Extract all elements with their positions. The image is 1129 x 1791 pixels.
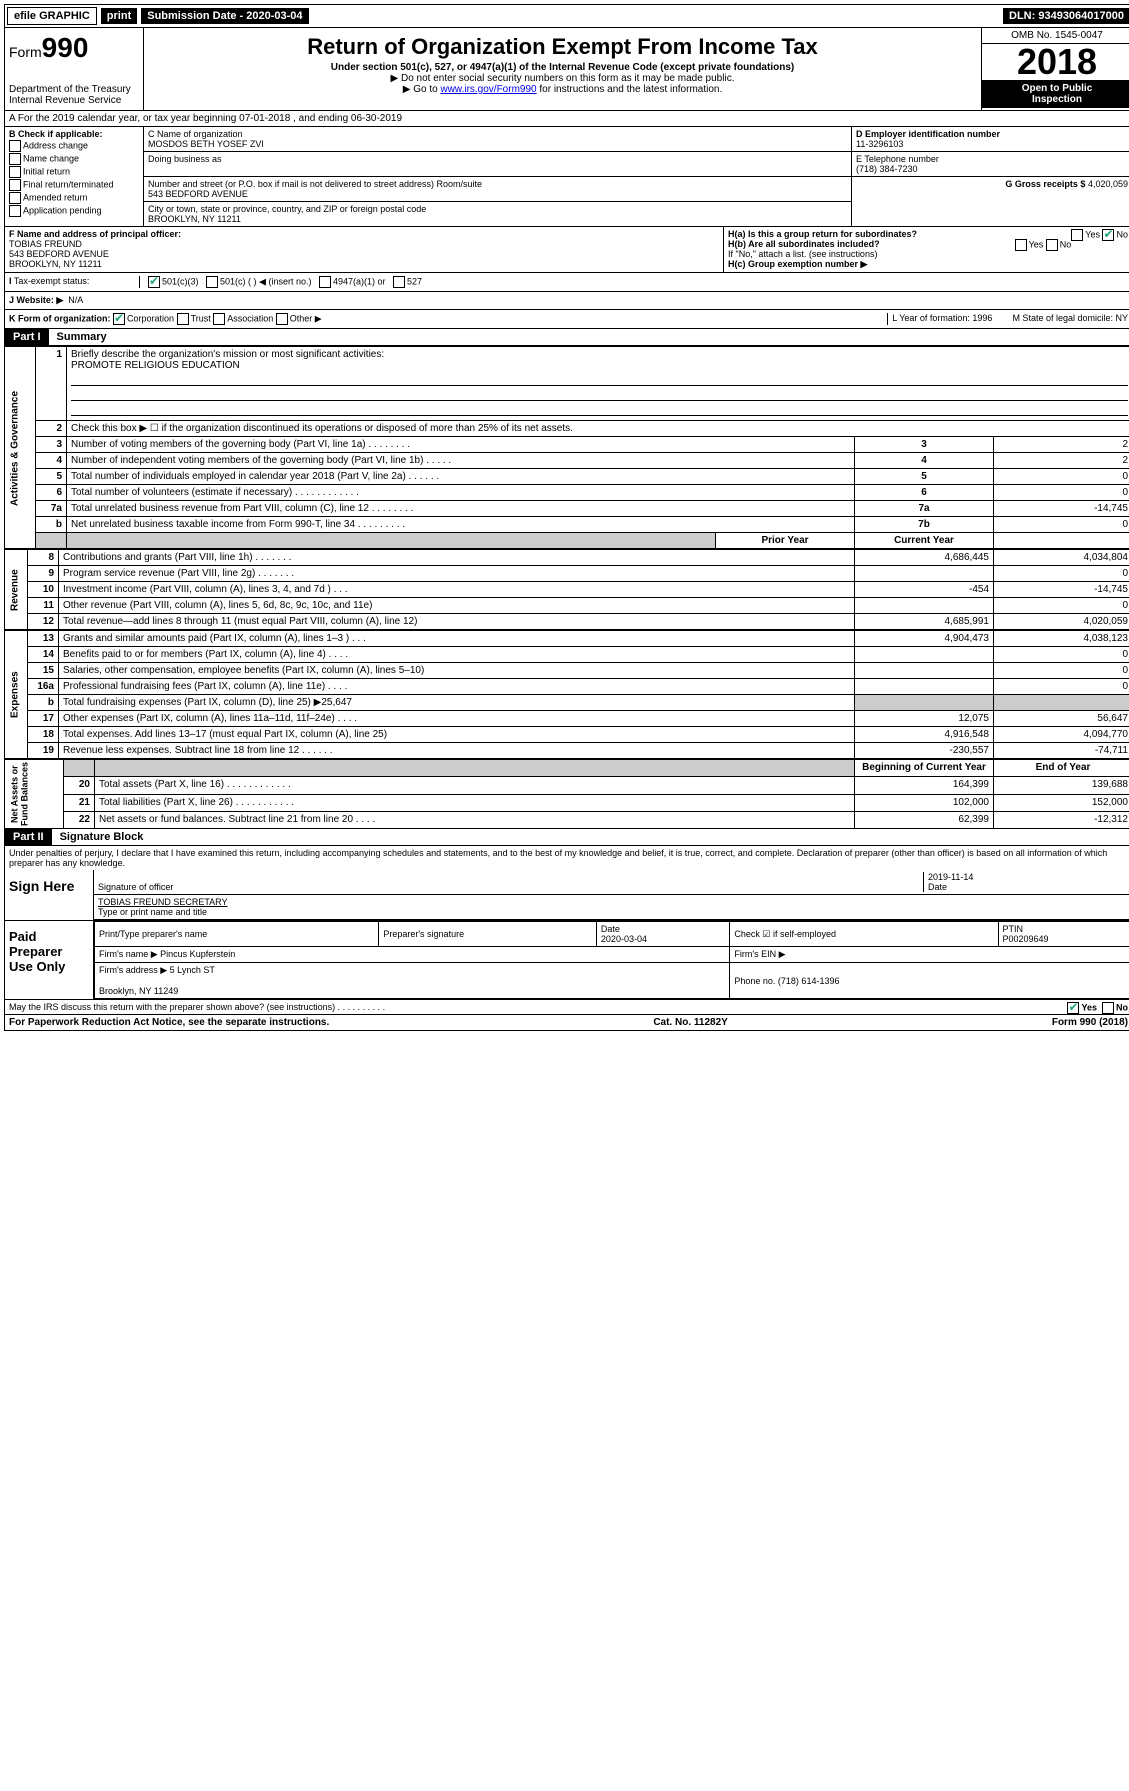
state-domicile: M State of legal domicile: NY xyxy=(1012,313,1128,325)
form-header: Form990 Department of the Treasury Inter… xyxy=(4,28,1129,111)
paid-prep-label: Paid Preparer Use Only xyxy=(5,921,94,999)
vlabel-gov: Activities & Governance xyxy=(5,347,36,549)
box-f: F Name and address of principal officer:… xyxy=(5,227,723,272)
year-formation: L Year of formation: 1996 xyxy=(892,313,992,325)
k-row: K Form of organization: Corporation Trus… xyxy=(4,310,1129,329)
open-public-badge: Open to Public Inspection xyxy=(982,80,1129,108)
box-c: C Name of organizationMOSDOS BETH YOSEF … xyxy=(144,127,851,226)
form-subtitle: Under section 501(c), 527, or 4947(a)(1)… xyxy=(148,62,977,73)
website-row: J Website: ▶ N/A xyxy=(4,292,1129,310)
dln-label: DLN: 93493064017000 xyxy=(1003,8,1129,24)
submission-date: Submission Date - 2020-03-04 xyxy=(141,8,308,24)
info-grid: B Check if applicable: Address change Na… xyxy=(4,127,1129,227)
print-button[interactable]: print xyxy=(101,8,137,24)
footer: For Paperwork Reduction Act Notice, see … xyxy=(4,1015,1129,1031)
org-name: MOSDOS BETH YOSEF ZVI xyxy=(148,139,264,149)
box-de: D Employer identification number11-32961… xyxy=(851,127,1129,226)
gross-receipts: 4,020,059 xyxy=(1088,179,1128,189)
box-h: H(a) Is this a group return for subordin… xyxy=(723,227,1129,272)
dept-label: Department of the Treasury Internal Reve… xyxy=(9,84,139,106)
tax-status-row: I Tax-exempt status: 501(c)(3) 501(c) ( … xyxy=(4,273,1129,292)
section-a: A For the 2019 calendar year, or tax yea… xyxy=(4,111,1129,127)
irs-link[interactable]: www.irs.gov/Form990 xyxy=(440,84,536,95)
preparer-table: Print/Type preparer's name Preparer's si… xyxy=(94,921,1129,999)
efile-label: efile GRAPHIC xyxy=(7,7,97,25)
summary-table: Activities & Governance 1 Briefly descri… xyxy=(4,346,1129,549)
form-title: Return of Organization Exempt From Incom… xyxy=(148,34,977,60)
revenue-body: Revenue8Contributions and grants (Part V… xyxy=(4,549,1129,630)
note-link: ▶ Go to www.irs.gov/Form990 for instruct… xyxy=(148,84,977,95)
note-ssn: ▶ Do not enter social security numbers o… xyxy=(148,73,977,84)
signature-block: Under penalties of perjury, I declare th… xyxy=(4,846,1129,1015)
perjury-text: Under penalties of perjury, I declare th… xyxy=(5,846,1129,870)
box-b: B Check if applicable: Address change Na… xyxy=(5,127,144,226)
part1-header: Part I Summary xyxy=(4,329,1129,346)
mission: PROMOTE RELIGIOUS EDUCATION xyxy=(71,360,240,371)
tax-year: 2018 xyxy=(982,44,1129,80)
ein: 11-3296103 xyxy=(856,139,903,149)
phone: (718) 384-7230 xyxy=(856,164,918,174)
vlabel-net: Net Assets or Fund Balances xyxy=(5,760,64,829)
org-city: BROOKLYN, NY 11211 xyxy=(148,214,241,224)
top-bar: efile GRAPHIC print Submission Date - 20… xyxy=(4,4,1129,28)
net-header-table: Net Assets or Fund Balances Beginning of… xyxy=(4,759,1129,829)
form-number: Form990 xyxy=(9,32,139,64)
sign-here-label: Sign Here xyxy=(5,870,94,920)
expenses-body: Expenses13Grants and similar amounts pai… xyxy=(4,630,1129,759)
org-address: 543 BEDFORD AVENUE xyxy=(148,189,248,199)
part2-header: Part II Signature Block xyxy=(4,829,1129,846)
fh-row: F Name and address of principal officer:… xyxy=(4,227,1129,273)
